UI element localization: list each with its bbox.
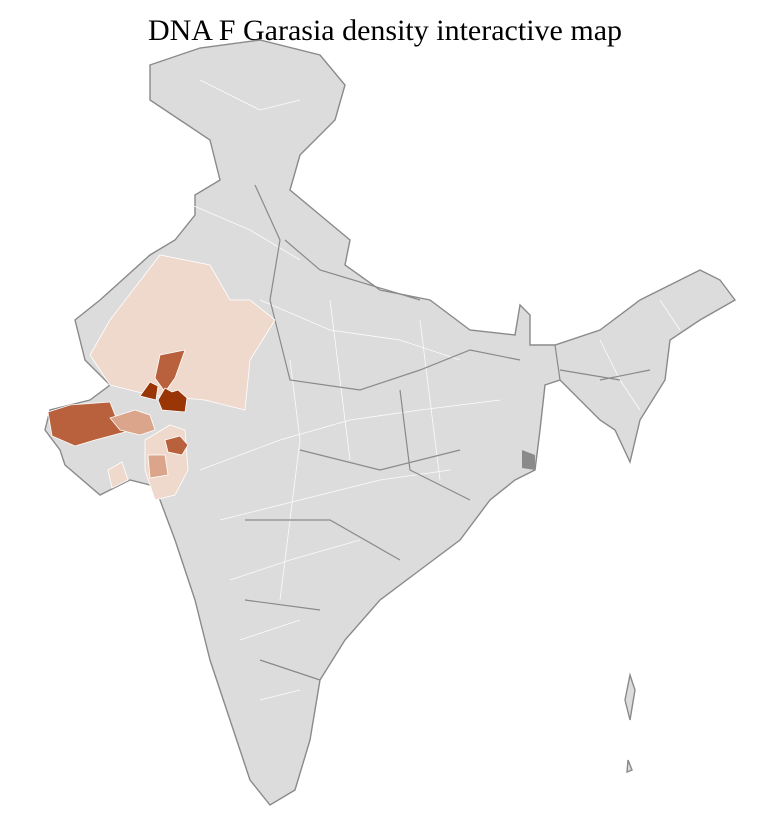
region-high-2[interactable] bbox=[157, 387, 188, 413]
region-gujarat-midlow[interactable] bbox=[109, 409, 156, 436]
district-boundaries bbox=[179, 79, 681, 701]
region-gujarat-midlow-2[interactable] bbox=[147, 454, 169, 479]
density-regions bbox=[47, 254, 276, 501]
region-gujarat-mid[interactable] bbox=[164, 435, 189, 456]
sundarbans-region bbox=[522, 450, 535, 470]
region-high-1[interactable] bbox=[139, 381, 159, 401]
map-title: DNA F Garasia density interactive map bbox=[147, 14, 623, 47]
nicobar-islands bbox=[626, 759, 633, 774]
region-mid-strip[interactable] bbox=[154, 349, 186, 393]
region-saurashtra-low[interactable] bbox=[107, 461, 129, 489]
region-kutch-mid[interactable] bbox=[47, 401, 126, 447]
islands bbox=[522, 450, 636, 774]
andaman-islands bbox=[624, 672, 636, 721]
